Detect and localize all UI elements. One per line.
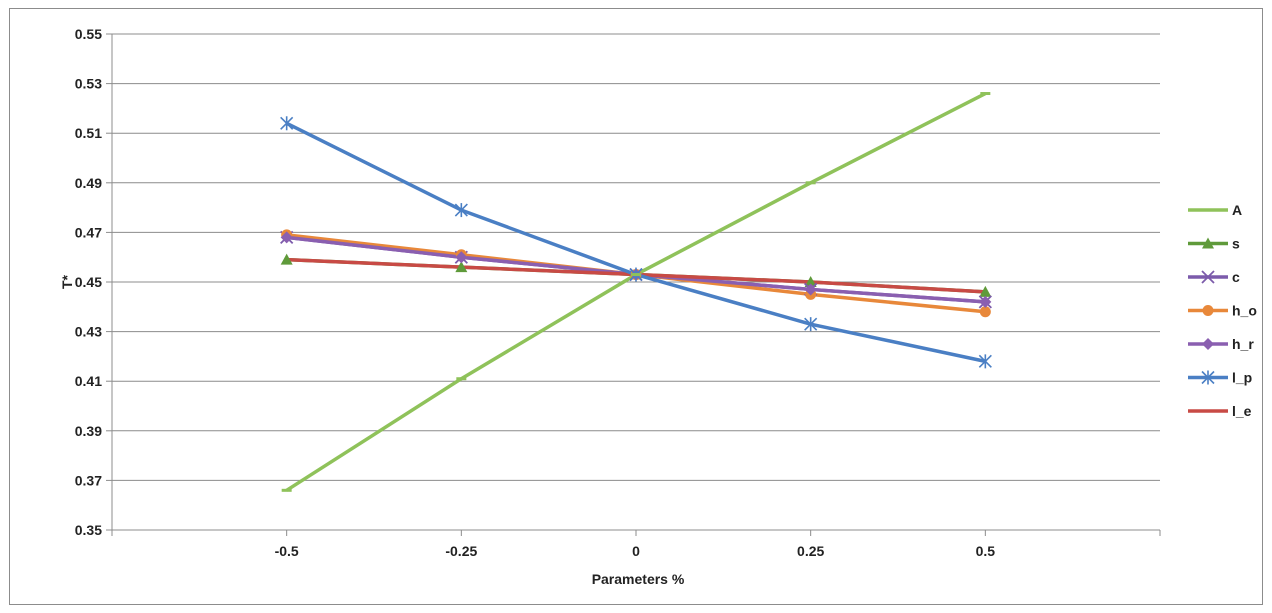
point-s	[455, 261, 468, 273]
y-tick-label: 0.39	[75, 423, 102, 439]
point-s	[804, 276, 817, 287]
point-l_p	[454, 203, 468, 218]
series-markers	[280, 92, 992, 492]
legend-marker	[1202, 338, 1214, 350]
legend-item-l_p: l_p	[1188, 370, 1252, 386]
x-tick-label: 0.5	[976, 543, 996, 559]
legend-marker	[1201, 270, 1215, 284]
point-l_p	[804, 317, 818, 332]
y-tick-label: 0.45	[75, 274, 102, 290]
point-h_r	[804, 283, 817, 296]
chart-frame	[9, 8, 1263, 605]
legend-label: h_r	[1232, 336, 1254, 352]
x-axis-title: Parameters %	[592, 571, 685, 587]
legend-label: h_o	[1232, 303, 1257, 319]
x-tick-label: 0	[632, 543, 640, 559]
legend-item-s: s	[1188, 236, 1240, 252]
y-tick-label: 0.47	[75, 224, 102, 240]
y-axis-title: T*	[59, 274, 75, 289]
legend-item-c: c	[1188, 269, 1240, 285]
point-l_p	[280, 116, 294, 131]
point-l_p	[978, 354, 992, 369]
point-h_r	[979, 295, 992, 308]
legend-item-l_e: l_e	[1188, 403, 1252, 419]
legend: As c h_o h_r l_p l_e	[1188, 202, 1257, 419]
legend-label: s	[1232, 236, 1240, 252]
y-tick-label: 0.35	[75, 522, 102, 538]
x-tick-label: -0.25	[445, 543, 477, 559]
legend-marker	[1201, 370, 1215, 385]
y-tick-label: 0.53	[75, 76, 102, 92]
legend-label: A	[1232, 202, 1242, 218]
y-tick-label: 0.43	[75, 324, 102, 340]
legend-item-h_r: h_r	[1188, 336, 1254, 352]
legend-label: c	[1232, 269, 1240, 285]
legend-item-A: A	[1188, 202, 1242, 218]
y-tick-label: 0.49	[75, 175, 102, 191]
y-tick-label: 0.51	[75, 125, 102, 141]
marker-stroke	[1201, 270, 1215, 284]
legend-label: l_p	[1232, 370, 1252, 386]
gridlines	[112, 33, 1160, 531]
axes: 0.35 0.37 0.39 0.41 0.43 0.45 0.47 0.49 0.51 0.53…	[75, 26, 1161, 559]
x-tick-label: -0.5	[275, 543, 299, 559]
y-tick-label: 0.41	[75, 373, 102, 389]
point-h_r	[455, 251, 468, 264]
y-tick-label: 0.55	[75, 26, 102, 42]
legend-label: l_e	[1232, 403, 1252, 419]
x-tick-label: 0.25	[797, 543, 824, 559]
point-h_r	[280, 231, 293, 244]
legend-item-h_o: h_o	[1188, 303, 1257, 319]
y-tick-label: 0.37	[75, 472, 102, 488]
point-s	[979, 285, 992, 297]
point-h_o	[979, 306, 991, 318]
point-s	[280, 253, 293, 265]
legend-marker	[1202, 237, 1214, 249]
series-line-l_p	[285, 121, 986, 364]
legend-marker	[1202, 305, 1214, 316]
